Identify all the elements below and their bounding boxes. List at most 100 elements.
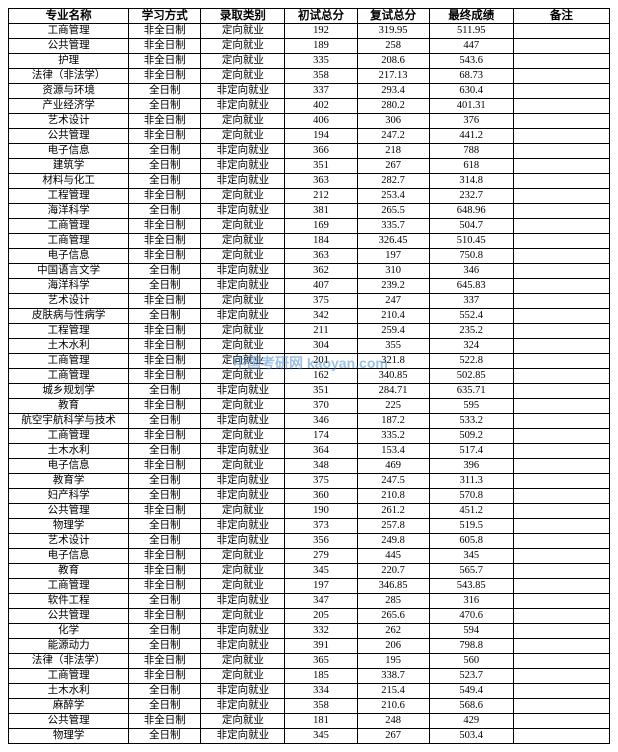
cell-retest: 218: [357, 144, 429, 159]
table-row: 电子信息非全日制定向就业363197750.8: [9, 249, 610, 264]
cell-major: 公共管理: [9, 714, 129, 729]
cell-note: [513, 24, 609, 39]
table-row: 艺术设计非全日制定向就业406306376: [9, 114, 610, 129]
cell-note: [513, 429, 609, 444]
cell-major: 物理学: [9, 519, 129, 534]
cell-retest: 346.85: [357, 579, 429, 594]
cell-major: 工商管理: [9, 669, 129, 684]
table-row: 教育非全日制定向就业370225595: [9, 399, 610, 414]
col-note: 备注: [513, 9, 609, 24]
cell-note: [513, 324, 609, 339]
table-row: 软件工程全日制非定向就业347285316: [9, 594, 610, 609]
cell-retest: 215.4: [357, 684, 429, 699]
cell-mode: 全日制: [129, 264, 201, 279]
table-row: 皮肤病与性病学全日制非定向就业342210.4552.4: [9, 309, 610, 324]
cell-prelim: 189: [285, 39, 357, 54]
cell-mode: 非全日制: [129, 294, 201, 309]
table-row: 电子信息非全日制定向就业279445345: [9, 549, 610, 564]
cell-final: 517.4: [429, 444, 513, 459]
cell-major: 土木水利: [9, 339, 129, 354]
cell-retest: 210.6: [357, 699, 429, 714]
cell-mode: 非全日制: [129, 429, 201, 444]
table-row: 公共管理非全日制定向就业181248429: [9, 714, 610, 729]
cell-prelim: 205: [285, 609, 357, 624]
cell-final: 504.7: [429, 219, 513, 234]
cell-prelim: 362: [285, 264, 357, 279]
table-row: 化学全日制非定向就业332262594: [9, 624, 610, 639]
cell-mode: 全日制: [129, 414, 201, 429]
cell-admit: 定向就业: [201, 189, 285, 204]
cell-prelim: 375: [285, 294, 357, 309]
cell-admit: 定向就业: [201, 339, 285, 354]
table-row: 法律（非法学）非全日制定向就业365195560: [9, 654, 610, 669]
table-row: 工商管理非全日制定向就业201321.8522.8: [9, 354, 610, 369]
cell-mode: 全日制: [129, 639, 201, 654]
cell-major: 工商管理: [9, 219, 129, 234]
cell-major: 艺术设计: [9, 114, 129, 129]
cell-mode: 全日制: [129, 489, 201, 504]
cell-admit: 非定向就业: [201, 519, 285, 534]
cell-mode: 非全日制: [129, 39, 201, 54]
cell-major: 工商管理: [9, 24, 129, 39]
cell-major: 能源动力: [9, 639, 129, 654]
cell-note: [513, 654, 609, 669]
table-row: 公共管理非全日制定向就业205265.6470.6: [9, 609, 610, 624]
table-row: 物理学全日制非定向就业345267503.4: [9, 729, 610, 744]
cell-retest: 187.2: [357, 414, 429, 429]
cell-major: 皮肤病与性病学: [9, 309, 129, 324]
cell-mode: 非全日制: [129, 669, 201, 684]
cell-major: 建筑学: [9, 159, 129, 174]
cell-note: [513, 219, 609, 234]
cell-major: 资源与环境: [9, 84, 129, 99]
cell-mode: 非全日制: [129, 54, 201, 69]
cell-major: 护理: [9, 54, 129, 69]
cell-retest: 208.6: [357, 54, 429, 69]
cell-admit: 定向就业: [201, 549, 285, 564]
cell-major: 电子信息: [9, 144, 129, 159]
cell-mode: 全日制: [129, 519, 201, 534]
admissions-table-container: 中国考研网 kaoyan.com 专业名称学习方式录取类别初试总分复试总分最终成…: [8, 8, 610, 744]
cell-note: [513, 159, 609, 174]
table-row: 土木水利全日制非定向就业334215.4549.4: [9, 684, 610, 699]
cell-final: 798.8: [429, 639, 513, 654]
cell-admit: 定向就业: [201, 399, 285, 414]
cell-admit: 非定向就业: [201, 174, 285, 189]
col-final: 最终成绩: [429, 9, 513, 24]
cell-final: 630.4: [429, 84, 513, 99]
cell-final: 560: [429, 654, 513, 669]
cell-major: 妇产科学: [9, 489, 129, 504]
cell-prelim: 351: [285, 384, 357, 399]
cell-admit: 非定向就业: [201, 444, 285, 459]
cell-mode: 全日制: [129, 159, 201, 174]
cell-prelim: 363: [285, 249, 357, 264]
cell-prelim: 190: [285, 504, 357, 519]
cell-prelim: 402: [285, 99, 357, 114]
table-row: 工商管理非全日制定向就业162340.85502.85: [9, 369, 610, 384]
cell-major: 工程管理: [9, 324, 129, 339]
cell-retest: 258: [357, 39, 429, 54]
cell-mode: 全日制: [129, 624, 201, 639]
cell-major: 教育: [9, 564, 129, 579]
cell-retest: 282.7: [357, 174, 429, 189]
cell-retest: 210.8: [357, 489, 429, 504]
cell-mode: 全日制: [129, 444, 201, 459]
cell-note: [513, 129, 609, 144]
cell-admit: 非定向就业: [201, 384, 285, 399]
cell-mode: 非全日制: [129, 399, 201, 414]
cell-final: 543.6: [429, 54, 513, 69]
cell-prelim: 351: [285, 159, 357, 174]
cell-final: 401.31: [429, 99, 513, 114]
admissions-table: 专业名称学习方式录取类别初试总分复试总分最终成绩备注 工商管理非全日制定向就业1…: [8, 8, 610, 744]
cell-retest: 306: [357, 114, 429, 129]
cell-prelim: 406: [285, 114, 357, 129]
cell-mode: 非全日制: [129, 324, 201, 339]
cell-note: [513, 339, 609, 354]
cell-final: 316: [429, 594, 513, 609]
cell-final: 509.2: [429, 429, 513, 444]
cell-admit: 定向就业: [201, 234, 285, 249]
cell-major: 工程管理: [9, 189, 129, 204]
table-row: 工商管理非全日制定向就业197346.85543.85: [9, 579, 610, 594]
cell-admit: 非定向就业: [201, 684, 285, 699]
cell-note: [513, 699, 609, 714]
cell-mode: 全日制: [129, 309, 201, 324]
